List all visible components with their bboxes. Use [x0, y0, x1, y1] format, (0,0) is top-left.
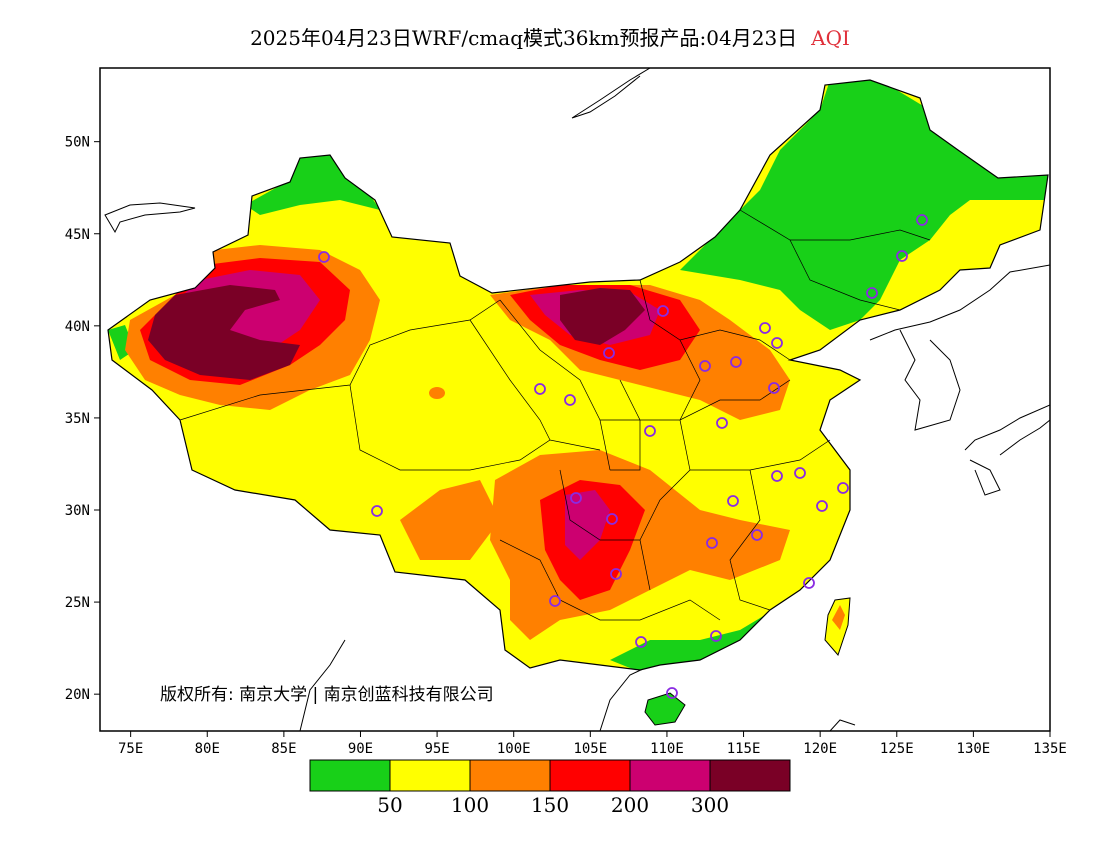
x-tick-label: 80E: [195, 741, 220, 757]
copyright-notice: 版权所有: 南京大学 | 南京创蓝科技有限公司: [160, 685, 494, 705]
legend-swatch: [309, 759, 391, 792]
y-tick-label: 45N: [65, 227, 90, 243]
legend-label: 300: [691, 793, 729, 817]
legend-swatch: [469, 759, 551, 792]
indochina-coast: [599, 667, 646, 731]
x-tick-label: 75E: [118, 741, 143, 757]
x-tick-label: 130E: [957, 741, 991, 757]
legend-label: 100: [451, 793, 489, 817]
hainan-island: [644, 692, 686, 726]
philippines-coast: [829, 719, 856, 731]
legend-label: 50: [377, 793, 402, 817]
x-axis: 75E 80E 85E 90E 95E 100E 105E 110E 115E 120E 125E 1…: [118, 731, 1067, 757]
x-tick-label: 115E: [727, 741, 761, 757]
y-tick-label: 20N: [65, 687, 90, 703]
y-tick-label: 30N: [65, 503, 90, 519]
y-tick-label: 40N: [65, 319, 90, 335]
x-tick-label: 90E: [348, 741, 373, 757]
y-tick-label: 50N: [65, 135, 90, 151]
legend-swatch: [389, 759, 471, 792]
legend-swatch: [709, 759, 791, 792]
korea-coast: [869, 264, 1050, 341]
map-title: 2025年04月23日WRF/cmaq模式36km预报产品:04月23日 AQI: [0, 22, 1100, 51]
china-border: [107, 79, 1049, 671]
taiwan-hotspot: [832, 605, 845, 630]
x-tick-label: 85E: [271, 741, 296, 757]
y-axis: 50N 45N 40N 35N 30N 25N 20N: [65, 135, 100, 703]
x-tick-label: 135E: [1033, 741, 1067, 757]
y-tick-label: 25N: [65, 595, 90, 611]
legend-swatch: [549, 759, 631, 792]
legend-label: 150: [531, 793, 569, 817]
south-asia-coast: [299, 639, 346, 731]
station-markers: [318, 214, 928, 699]
legend-swatch: [629, 759, 711, 792]
x-tick-label: 95E: [424, 741, 449, 757]
x-tick-label: 100E: [497, 741, 531, 757]
caspian-coast: [104, 202, 196, 234]
legend-label: 200: [611, 793, 649, 817]
y-tick-label: 35N: [65, 411, 90, 427]
x-tick-label: 105E: [573, 741, 607, 757]
japan-coast-2: [999, 419, 1050, 456]
title-text: 2025年04月23日WRF/cmaq模式36km预报产品:04月23日: [250, 26, 798, 50]
x-tick-label: 125E: [880, 741, 914, 757]
x-tick-label: 110E: [650, 741, 684, 757]
korean-peninsula: [899, 329, 961, 431]
color-legend: 50 100 150 200 300: [309, 759, 791, 817]
baikal-coast: [571, 68, 651, 119]
x-tick-label: 120E: [803, 741, 837, 757]
title-variable: AQI: [811, 26, 850, 50]
japan-coast: [964, 404, 1050, 496]
province-boundaries: [179, 209, 931, 621]
